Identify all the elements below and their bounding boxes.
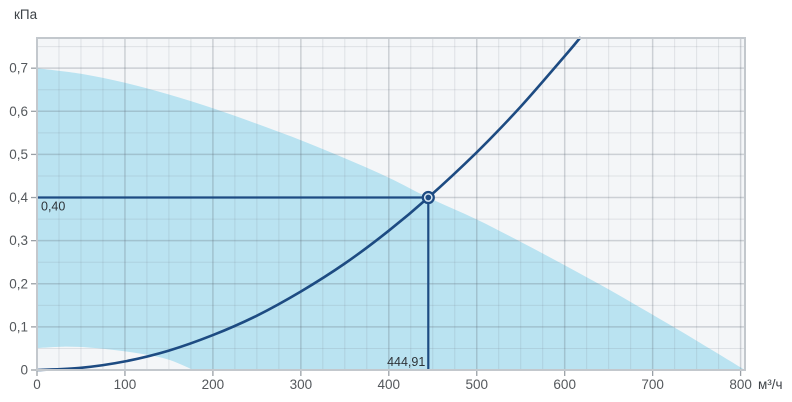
x-tick-label: 500	[465, 377, 488, 392]
system-resistance-curve	[35, 36, 582, 372]
y-tick-label: 0,2	[9, 276, 28, 291]
x-tick-label: 800	[729, 377, 752, 392]
x-tick-label: 700	[641, 377, 664, 392]
working-point-marker-ring	[423, 193, 433, 202]
operating-envelope-area	[37, 68, 745, 370]
working-point-marker[interactable]	[421, 190, 435, 205]
x-tick-label: 0	[33, 377, 41, 392]
plot-border	[36, 37, 746, 371]
x-tick-label: 100	[114, 377, 137, 392]
x-tick-label: 400	[378, 377, 401, 392]
y-tick-label: 0,3	[9, 233, 28, 248]
x-tick-label: 300	[290, 377, 313, 392]
y-tick-label: 0,6	[9, 104, 28, 119]
x-axis-title: м³/ч	[758, 377, 783, 392]
x-tick-label: 200	[202, 377, 225, 392]
working-point-pressure-label: 0,40	[41, 200, 65, 214]
grid	[37, 38, 745, 370]
y-tick-label: 0,7	[9, 61, 28, 76]
y-tick-label: 0	[20, 363, 28, 378]
working-point-flow-label: 444,91	[387, 355, 425, 369]
x-tick-label: 600	[553, 377, 576, 392]
working-point-marker-outer	[421, 190, 435, 205]
y-tick-label: 0,4	[9, 190, 28, 205]
y-tick-label: 0,1	[9, 319, 28, 334]
y-tick-label: 0,5	[9, 147, 28, 162]
y-axis-title: кПа	[14, 7, 38, 22]
